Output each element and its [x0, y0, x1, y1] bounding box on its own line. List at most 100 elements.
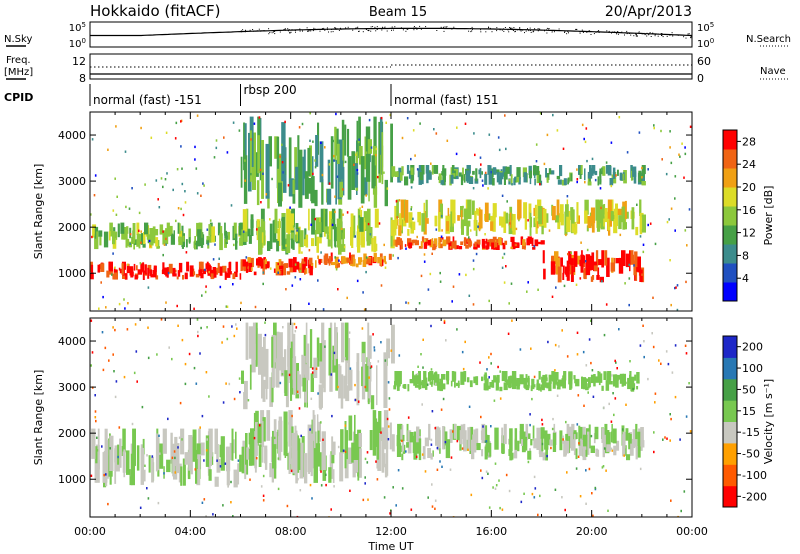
heatmap-speckle: [388, 408, 391, 411]
heatmap-speckle: [420, 274, 423, 278]
heatmap-cell: [514, 176, 517, 181]
heatmap-cell: [276, 239, 280, 252]
heatmap-speckle: [107, 148, 109, 151]
heatmap-speckle: [628, 303, 630, 307]
heatmap-cell: [349, 252, 351, 261]
heatmap-cell: [322, 464, 327, 481]
heatmap-speckle: [223, 136, 225, 139]
heatmap-cell: [448, 236, 451, 243]
heatmap-speckle: [364, 476, 366, 479]
heatmap-speckle: [95, 419, 97, 423]
heatmap-cell: [420, 241, 423, 248]
heatmap-speckle: [683, 490, 686, 493]
heatmap-cell: [304, 269, 306, 275]
heatmap-cell: [239, 237, 243, 246]
heatmap-speckle: [290, 469, 293, 472]
heatmap-cell: [540, 384, 543, 390]
heatmap-cell: [494, 427, 499, 450]
heatmap-cell: [349, 369, 353, 391]
heatmap-speckle: [115, 213, 118, 216]
heatmap-speckle: [577, 455, 580, 458]
heatmap-cell: [439, 237, 442, 243]
heatmap-speckle: [238, 377, 241, 380]
heatmap-cell: [492, 203, 497, 218]
heatmap-cell: [607, 371, 612, 381]
heatmap-speckle: [547, 340, 549, 344]
heatmap-speckle: [675, 286, 677, 289]
heatmap-cell: [531, 237, 534, 246]
heatmap-cell: [533, 384, 536, 388]
heatmap-cell: [394, 171, 399, 177]
heatmap-speckle: [423, 253, 426, 256]
heatmap-speckle: [465, 273, 467, 277]
heatmap-cell: [550, 170, 555, 175]
heatmap-cell: [176, 443, 180, 474]
heatmap-cell: [556, 175, 561, 180]
heatmap-cell: [588, 255, 592, 271]
heatmap-speckle: [552, 417, 554, 421]
heatmap-cell: [451, 371, 455, 382]
nave-scale-top: 60: [697, 55, 711, 68]
heatmap-cell: [437, 374, 440, 387]
y-tick-label: 2000: [58, 221, 86, 234]
heatmap-cell: [348, 415, 353, 441]
heatmap-speckle: [488, 376, 490, 379]
heatmap-speckle: [273, 436, 276, 440]
nave-scale-bottom: 0: [697, 72, 704, 85]
heatmap-speckle: [199, 352, 201, 355]
heatmap-cell: [573, 375, 576, 380]
heatmap-speckle: [136, 380, 138, 383]
heatmap-cell: [318, 259, 321, 265]
heatmap-cell: [505, 212, 509, 224]
heatmap-speckle: [133, 371, 136, 375]
heatmap-cell: [273, 419, 277, 445]
heatmap-cell: [326, 188, 332, 205]
colorbar-tick-label: 12: [742, 227, 756, 240]
heatmap-speckle: [666, 437, 668, 440]
heatmap-cell: [501, 435, 505, 453]
heatmap-cell: [264, 258, 267, 268]
heatmap-cell: [142, 262, 145, 273]
heatmap-cell: [109, 222, 113, 237]
heatmap-cell: [581, 255, 586, 264]
heatmap-speckle: [197, 334, 199, 338]
heatmap-cell: [534, 239, 539, 247]
heatmap-speckle: [472, 187, 475, 190]
heatmap-cell: [342, 232, 345, 245]
heatmap-speckle: [282, 171, 284, 174]
heatmap-cell: [233, 222, 237, 239]
heatmap-cell: [151, 456, 154, 483]
heatmap-cell: [286, 234, 291, 253]
heatmap-cell: [247, 228, 251, 237]
heatmap-speckle: [430, 162, 432, 165]
heatmap-speckle: [117, 455, 119, 459]
heatmap-cell: [466, 220, 471, 227]
heatmap-cell: [363, 253, 367, 262]
heatmap-speckle: [584, 181, 586, 184]
heatmap-speckle: [126, 328, 129, 331]
heatmap-cell: [511, 371, 517, 381]
heatmap-cell: [517, 199, 522, 219]
heatmap-speckle: [138, 211, 141, 215]
heatmap-speckle: [479, 361, 481, 364]
heatmap-cell: [196, 443, 201, 455]
heatmap-speckle: [346, 211, 349, 214]
heatmap-cell: [638, 170, 642, 183]
heatmap-speckle: [188, 238, 191, 242]
heatmap-cell: [523, 172, 527, 183]
heatmap-speckle: [484, 179, 487, 183]
heatmap-cell: [96, 231, 99, 247]
heatmap-cell: [179, 230, 183, 238]
heatmap-speckle: [162, 230, 164, 233]
heatmap-cell: [546, 177, 549, 183]
heatmap-speckle: [314, 202, 316, 206]
heatmap-cell: [367, 258, 372, 264]
heatmap-speckle: [647, 223, 649, 227]
heatmap-cell: [566, 216, 571, 233]
heatmap-speckle: [443, 321, 446, 324]
heatmap-cell: [391, 434, 395, 452]
heatmap-speckle: [611, 449, 614, 452]
heatmap-speckle: [441, 465, 443, 468]
heatmap-speckle: [546, 454, 548, 458]
heatmap-cell: [185, 239, 188, 248]
